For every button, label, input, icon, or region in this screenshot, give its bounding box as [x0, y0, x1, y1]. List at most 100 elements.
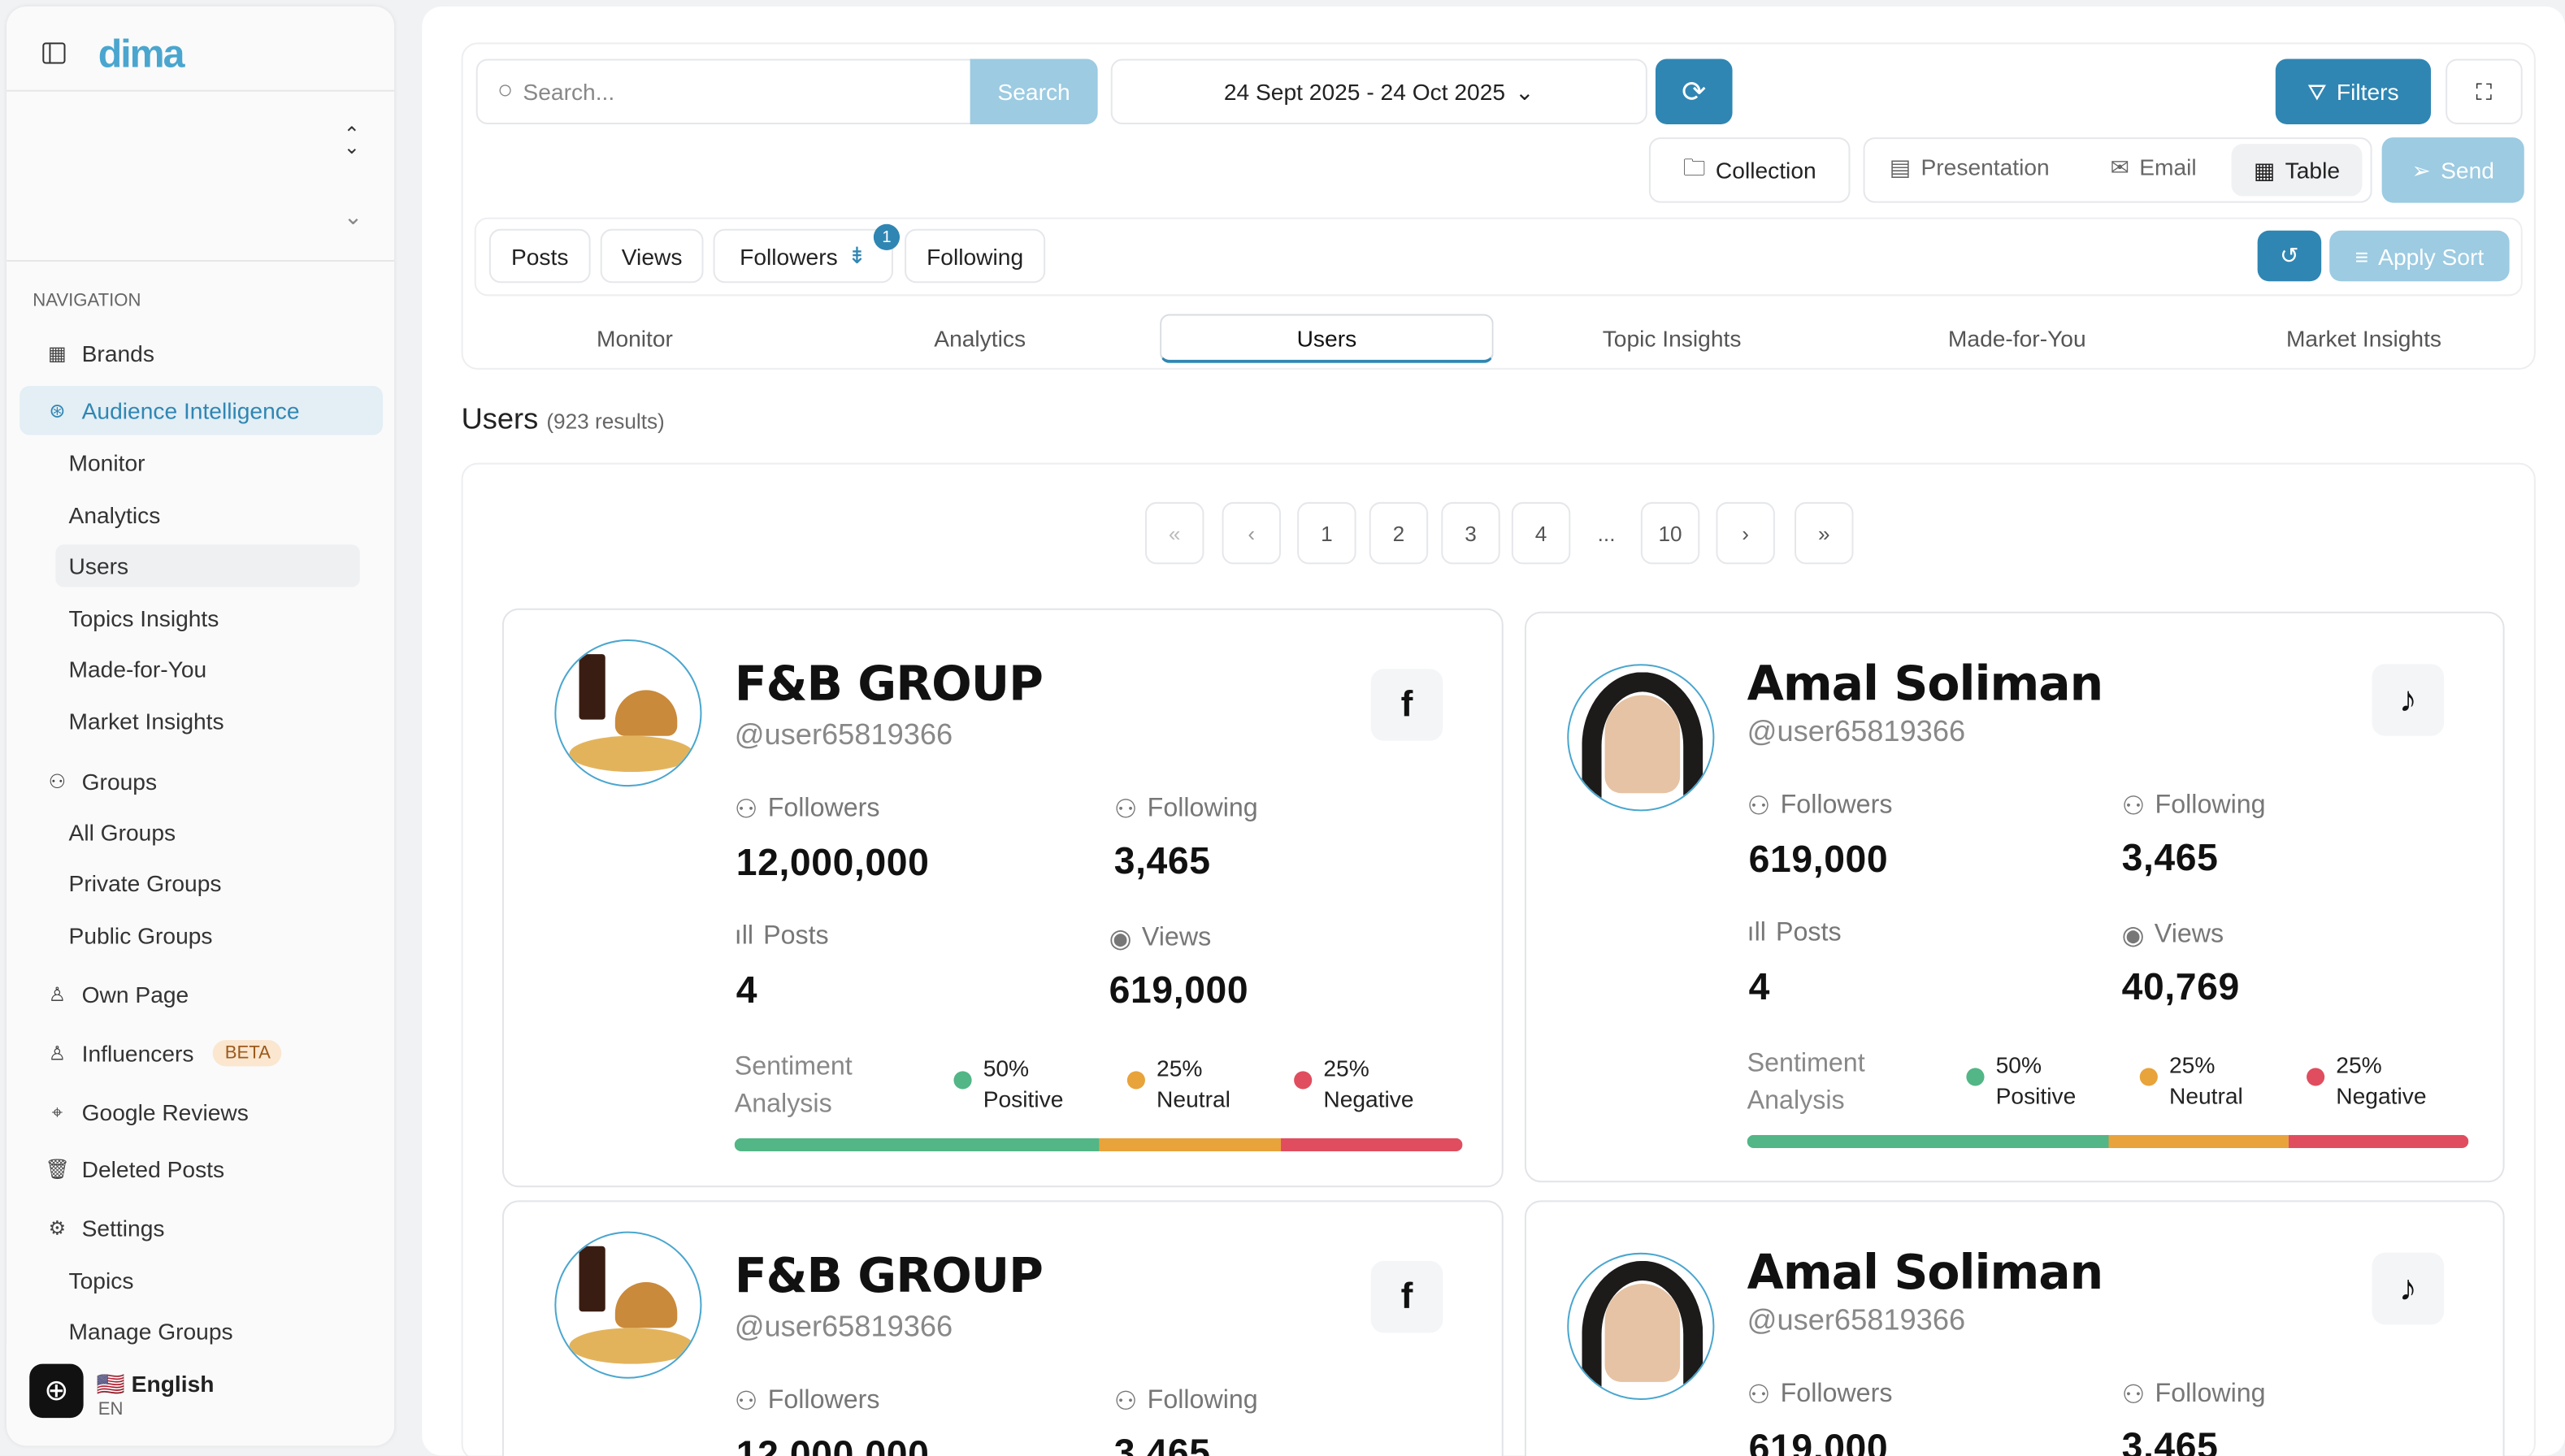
- label: Analysis: [1747, 1087, 1845, 1116]
- prev-page-button[interactable]: ‹: [1222, 501, 1282, 565]
- avatar: [554, 639, 702, 787]
- user-handle: @user65819366: [734, 717, 953, 751]
- fullscreen-button[interactable]: ⛶: [2446, 58, 2523, 124]
- tab-topic-insights[interactable]: Topic Insights: [1602, 325, 1742, 352]
- sidebar-sub-analytics[interactable]: Analytics: [68, 501, 161, 529]
- presentation-button[interactable]: ▤ Presentation: [1890, 154, 2050, 181]
- tiktok-icon[interactable]: ♪: [2372, 664, 2445, 736]
- tab-market-insights[interactable]: Market Insights: [2285, 325, 2442, 352]
- label: Views: [2154, 921, 2224, 949]
- tab-users[interactable]: Users: [1160, 314, 1494, 363]
- sort-chip-followers[interactable]: Followers ⇟: [713, 228, 893, 284]
- tab-made-for-you[interactable]: Made-for-You: [1947, 325, 2086, 352]
- page-4-button[interactable]: 4: [1511, 501, 1571, 565]
- sentiment-bar: [734, 1138, 1463, 1152]
- sidebar-sub-monitor[interactable]: Monitor: [68, 449, 145, 476]
- sidebar-item-brands[interactable]: ▦ Brands: [20, 329, 383, 378]
- user-card[interactable]: F&B GROUP @user65819366 f ⚇ Followers ⚇ Fo…: [501, 1200, 1504, 1456]
- chevron-down-icon[interactable]: ⌄: [343, 202, 363, 229]
- sort-chip-posts[interactable]: Posts: [488, 228, 591, 284]
- sidebar-item-own-page[interactable]: ♙ Own Page: [20, 970, 383, 1019]
- label: Posts: [763, 922, 829, 951]
- last-page-button[interactable]: »: [1795, 501, 1854, 565]
- workspace-switcher-icon[interactable]: ⌃ ⌄: [343, 122, 360, 159]
- legend-positive: 50% Positive: [1966, 1050, 2076, 1112]
- sidebar-toggle-icon[interactable]: [42, 42, 66, 64]
- pagination-ellipsis: ...: [1577, 501, 1636, 565]
- tab-analytics[interactable]: Analytics: [934, 325, 1026, 352]
- email-button[interactable]: ✉ Email: [2111, 154, 2197, 181]
- send-button[interactable]: ➢ Send: [2381, 137, 2524, 203]
- search-button[interactable]: Search: [970, 58, 1098, 124]
- value: 50%: [1995, 1051, 2042, 1078]
- label: Followers: [767, 795, 880, 823]
- facebook-icon[interactable]: f: [1370, 1260, 1443, 1333]
- sidebar-item-groups[interactable]: ⚇ Groups: [20, 757, 383, 806]
- avatar: [1567, 1252, 1715, 1400]
- sidebar-sub-manage-groups[interactable]: Manage Groups: [68, 1318, 233, 1345]
- logo: dima: [98, 32, 185, 77]
- label: Neutral: [1157, 1086, 1230, 1112]
- label: Positive: [1995, 1082, 2077, 1109]
- presentation-icon: ▤: [1889, 154, 1912, 180]
- page-2-button[interactable]: 2: [1369, 501, 1429, 565]
- user-card[interactable]: Amal Soliman @user65819366 ♪ ⚇ Followers …: [1524, 1200, 2505, 1456]
- sidebar-item-influencers[interactable]: ♙ Influencers BETA: [20, 1029, 383, 1077]
- collection-button[interactable]: 🗀 Collection: [1648, 137, 1851, 203]
- refresh-button[interactable]: ⟳: [1655, 58, 1733, 124]
- value: 25%: [2168, 1051, 2216, 1078]
- following-label: ⚇ Following: [1114, 793, 1258, 826]
- avatar: [1567, 664, 1715, 812]
- sort-chip-views[interactable]: Views: [600, 228, 704, 284]
- tiktok-icon[interactable]: ♪: [2372, 1252, 2445, 1325]
- sidebar-sub-private-groups[interactable]: Private Groups: [68, 869, 222, 897]
- language-code: EN: [98, 1399, 124, 1420]
- reset-sort-button[interactable]: ↺: [2257, 230, 2322, 282]
- label: Positive: [983, 1086, 1064, 1112]
- table-button[interactable]: ▦ Table: [2231, 144, 2363, 197]
- sidebar-item-deleted-posts[interactable]: 🗑 Deleted Posts: [20, 1145, 383, 1194]
- page-1-button[interactable]: 1: [1297, 501, 1356, 565]
- language-selector[interactable]: ⊕ 🇺🇸 English EN: [7, 1344, 395, 1446]
- following-value: 3,465: [2121, 835, 2219, 878]
- user-card[interactable]: F&B GROUP @user65819366 f ⚇ Followers ⚇ Fo…: [501, 608, 1504, 1188]
- sidebar-sub-made-for-you[interactable]: Made-for-You: [68, 656, 207, 682]
- sidebar-item-audience-intelligence[interactable]: ⊛ Audience Intelligence: [20, 386, 383, 436]
- apply-sort-button[interactable]: ≡ Apply Sort: [2329, 230, 2510, 282]
- facebook-icon[interactable]: f: [1370, 669, 1443, 741]
- next-page-button[interactable]: ›: [1716, 501, 1775, 565]
- sidebar-sub-topics-insights[interactable]: Topics Insights: [68, 604, 219, 631]
- page-10-button[interactable]: 10: [1640, 501, 1700, 565]
- tab-monitor[interactable]: Monitor: [596, 325, 673, 352]
- followers-label: ⚇ Followers: [735, 1385, 880, 1418]
- sort-desc-icon: ⇟: [847, 241, 867, 269]
- views-label: ◉ Views: [2122, 919, 2224, 951]
- label: Following: [2155, 791, 2266, 820]
- results-count: (923 results): [546, 409, 665, 434]
- user-name: Amal Soliman: [1747, 1244, 2104, 1301]
- sentiment-bar-positive: [1747, 1134, 2108, 1148]
- sidebar-sub-market-insights[interactable]: Market Insights: [68, 708, 224, 734]
- date-range-picker[interactable]: 24 Sept 2025 - 24 Oct 2025 ⌄: [1110, 58, 1647, 124]
- first-page-button[interactable]: «: [1144, 501, 1204, 565]
- sidebar-sub-topics[interactable]: Topics: [68, 1267, 134, 1294]
- page-3-button[interactable]: 3: [1441, 501, 1500, 565]
- legend-negative: 25% Negative: [2307, 1050, 2427, 1112]
- sort-chip-following[interactable]: Following: [905, 228, 1046, 284]
- sidebar-item-settings[interactable]: ⚙ Settings: [20, 1203, 383, 1252]
- send-icon: ➢: [2411, 156, 2432, 183]
- refresh-icon: ⟳: [1682, 74, 1707, 107]
- sidebar-sub-all-groups[interactable]: All Groups: [68, 819, 176, 846]
- globe-icon: ⊕: [29, 1363, 84, 1419]
- label: Following: [2155, 1380, 2266, 1409]
- user-card[interactable]: Amal Soliman @user65819366 ♪ ⚇ Followers …: [1524, 611, 2505, 1183]
- bar-chart-icon: ıll: [1747, 919, 1766, 947]
- sidebar-item-google-reviews[interactable]: ⌖ Google Reviews: [20, 1088, 383, 1137]
- language-label: English: [131, 1370, 215, 1397]
- sidebar-sub-users[interactable]: Users: [55, 544, 360, 587]
- sidebar-sub-public-groups[interactable]: Public Groups: [68, 922, 213, 949]
- following-label: ⚇ Following: [2122, 1379, 2266, 1411]
- filters-button[interactable]: ⛛ Filters: [2275, 58, 2432, 124]
- followers-label: ⚇ Followers: [1747, 790, 1893, 822]
- label: Filters: [2336, 78, 2399, 105]
